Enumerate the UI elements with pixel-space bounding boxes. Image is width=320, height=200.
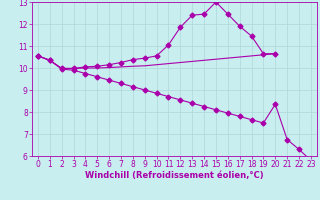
X-axis label: Windchill (Refroidissement éolien,°C): Windchill (Refroidissement éolien,°C) [85, 171, 264, 180]
